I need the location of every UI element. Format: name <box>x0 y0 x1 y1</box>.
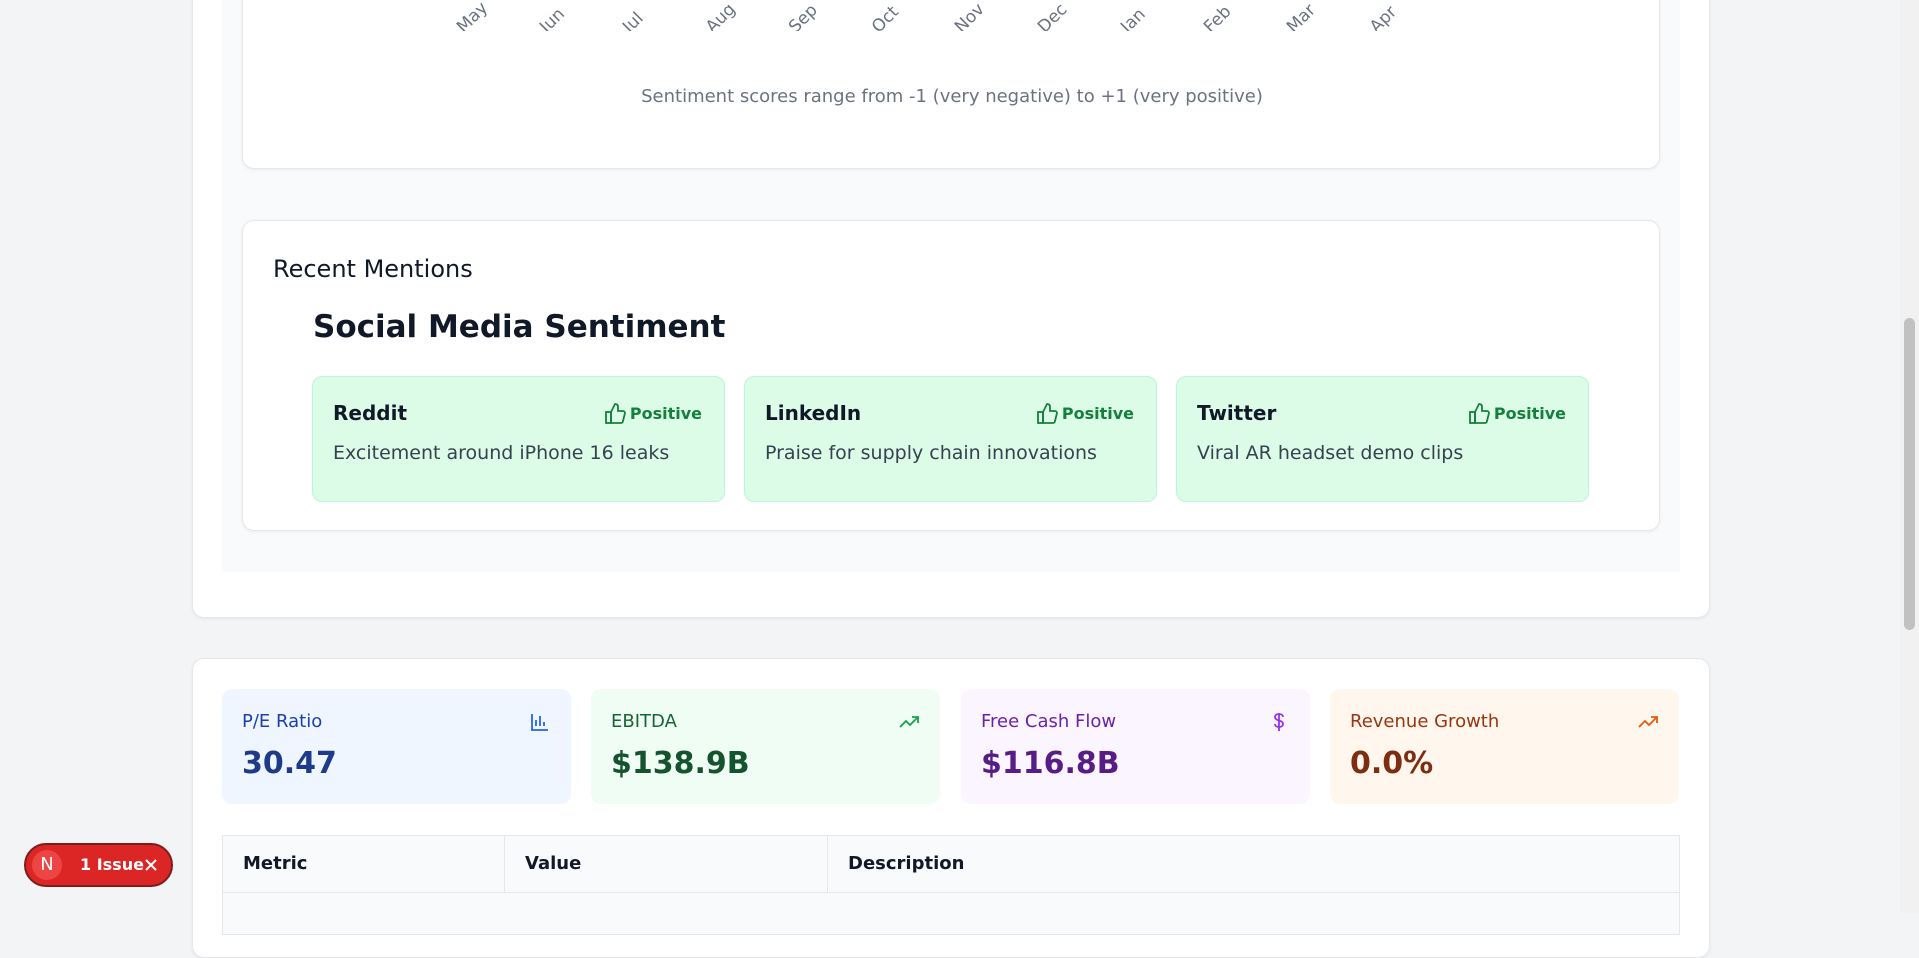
card-title: Recent Mentions <box>273 255 473 283</box>
platform: LinkedIn <box>765 401 862 425</box>
x-tick-label: Mar <box>1283 1 1320 31</box>
metric-icon <box>1274 713 1284 731</box>
sentiment: Positive <box>1493 404 1566 423</box>
metric-label: P/E Ratio <box>242 711 323 732</box>
table-header: Value <box>505 836 828 892</box>
x-tick-label: Jan <box>1117 4 1150 31</box>
sentiment: Positive <box>1061 404 1134 423</box>
metric-card: Free Cash Flow $116.8B <box>961 689 1310 804</box>
x-tick-label: Aug <box>702 1 740 31</box>
mention-text: Praise for supply chain innovations <box>765 442 1097 464</box>
metric-card: P/E Ratio 30.47 <box>222 689 571 804</box>
metric-icon <box>531 714 548 731</box>
metric-label: Revenue Growth <box>1350 711 1500 732</box>
x-tick-label: Nov <box>951 1 989 31</box>
platform: Twitter <box>1197 401 1277 425</box>
page: May Jun Jul Aug Sep Oct Nov Dec Jan Feb Mar Apr Sen… <box>24 0 1919 958</box>
metric-value: 30.47 <box>242 746 337 781</box>
mention-text: Excitement around iPhone 16 leaks <box>333 442 670 464</box>
viewport: May Jun Jul Aug Sep Oct Nov Dec Jan Feb Mar Apr Sen… <box>24 0 1710 958</box>
x-tick-label: Feb <box>1200 1 1236 31</box>
table: Metric Value Description <box>222 835 1680 935</box>
metric-value: 0.0% <box>1350 746 1434 781</box>
metric-icon <box>899 716 919 728</box>
section-title: Social Media Sentiment <box>313 309 726 345</box>
thumb-icon <box>1469 403 1490 424</box>
issue-badge[interactable]: N 1 Issue <box>24 843 173 887</box>
badge-label: 1 Issue <box>80 855 144 874</box>
thumb-icon <box>605 403 626 424</box>
mention-text: Viral AR headset demo clips <box>1197 442 1464 464</box>
x-tick-label: Oct <box>868 2 903 31</box>
x-tick-label: Jul <box>619 8 648 31</box>
badge-icon: N <box>32 850 62 880</box>
metric-card: Revenue Growth 0.0% <box>1330 689 1679 804</box>
mention-card: Twitter Positive Viral AR headset demo cli… <box>1176 376 1589 502</box>
x-tick-label: Sep <box>785 1 822 31</box>
metric-label: EBITDA <box>611 711 677 732</box>
platform: Reddit <box>333 401 408 425</box>
chart-note: Sentiment scores range from -1 (very neg… <box>641 86 1263 107</box>
table-header: Metric <box>223 836 505 892</box>
mention-card: Reddit Positive Excitement around iPhone 1… <box>312 376 725 502</box>
scrollbar <box>1900 0 1919 913</box>
scroll-thumb[interactable] <box>1904 318 1915 630</box>
metric-value: $138.9B <box>611 746 750 781</box>
x-tick-label: Jun <box>536 4 569 31</box>
metric-value: $116.8B <box>981 746 1120 781</box>
metric-label: Free Cash Flow <box>981 711 1117 732</box>
x-axis: May Jun Jul Aug Sep Oct Nov Dec Jan Feb Mar Apr <box>243 1 1661 31</box>
chart-card: May Jun Jul Aug Sep Oct Nov Dec Jan Feb Mar Apr Sen… <box>242 0 1660 169</box>
metric-card: EBITDA $138.9B <box>591 689 940 804</box>
x-tick-label: Dec <box>1034 1 1072 31</box>
divider <box>223 892 1679 893</box>
sentiment: Positive <box>629 404 702 423</box>
thumb-icon <box>1037 403 1058 424</box>
metric-icon <box>1638 716 1658 728</box>
x-tick-label: Apr <box>1366 2 1401 31</box>
table-header: Description <box>848 853 965 874</box>
mention-card: LinkedIn Positive Praise for supply chain … <box>744 376 1157 502</box>
close-icon[interactable] <box>144 858 158 872</box>
x-tick-label: May <box>453 1 493 31</box>
